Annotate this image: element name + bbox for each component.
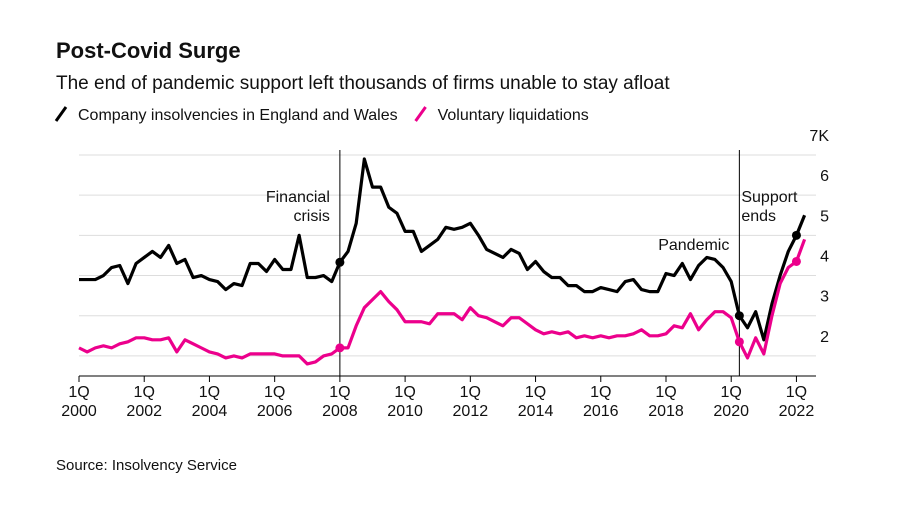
x-tick-label: 1Q 2020: [713, 384, 749, 420]
y-tick-label: 6: [820, 168, 829, 185]
legend-label: Voluntary liquidations: [438, 107, 589, 124]
x-tick-label: 1Q 2006: [256, 384, 293, 420]
y-tick-label: 2: [820, 329, 829, 346]
point-marker: [791, 230, 801, 240]
x-tick-label: 1Q 2018: [648, 384, 684, 420]
y-tick-label: 4: [820, 249, 829, 266]
legend-swatch: [414, 106, 427, 122]
y-tick-label: 3: [820, 289, 829, 306]
point-marker: [734, 337, 744, 347]
chart-subtitle: The end of pandemic support left thousan…: [56, 73, 670, 94]
annotation-text: Financial: [266, 189, 330, 206]
annotation-text: Support: [741, 189, 798, 206]
x-tick-label: 1Q 2014: [517, 384, 554, 420]
legend-swatch: [54, 106, 68, 122]
point-marker: [335, 257, 345, 267]
x-tick-label: 1Q 2000: [61, 384, 97, 420]
point-marker: [791, 256, 801, 266]
series-line: [79, 157, 807, 342]
x-tick-label: 1Q 2016: [582, 384, 619, 420]
y-tick-label: 5: [820, 208, 829, 225]
annotation-text: Pandemic: [658, 237, 729, 254]
annotation-text: crisis: [293, 208, 329, 225]
point-marker: [734, 311, 744, 321]
annotation-text: ends: [741, 208, 776, 225]
source: Source: Insolvency Service: [56, 457, 237, 474]
x-tick-label: 1Q 2022: [778, 384, 815, 420]
chart-title: Post-Covid Surge: [56, 38, 241, 63]
x-tick-label: 1Q 2012: [452, 384, 489, 420]
legend-label: Company insolvencies in England and Wale…: [78, 107, 398, 124]
x-tick-label: 1Q 2004: [191, 384, 228, 420]
x-tick-label: 1Q 2010: [387, 384, 423, 420]
y-tick-label: 7K: [809, 128, 829, 145]
x-tick-label: 1Q 2002: [126, 384, 163, 420]
series-line: [78, 238, 807, 366]
point-marker: [335, 343, 345, 353]
x-tick-label: 1Q 2008: [322, 384, 358, 420]
